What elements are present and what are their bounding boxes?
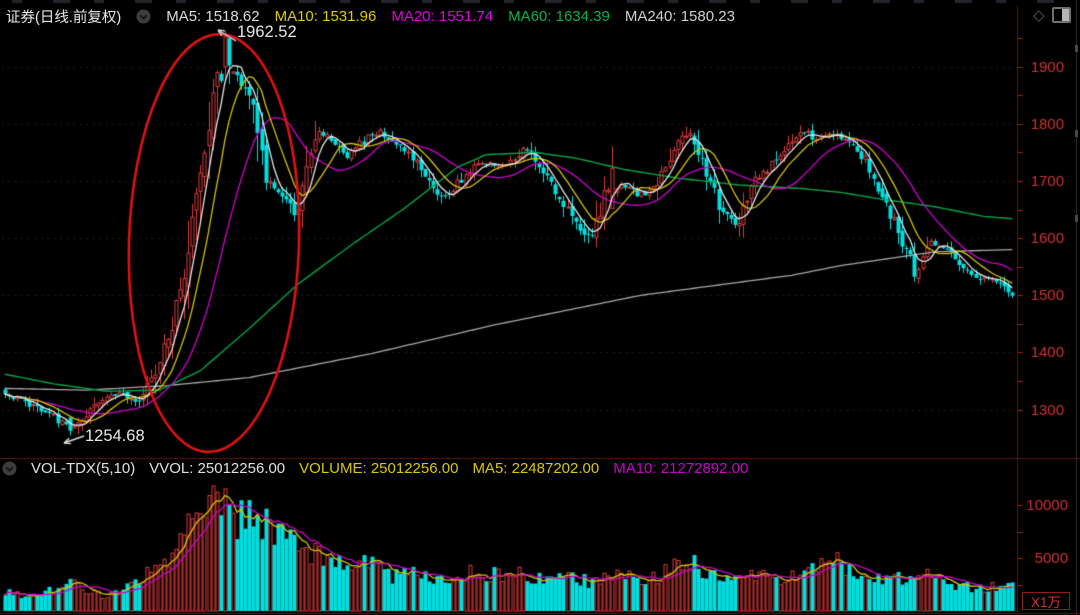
collapse-chevron-icon[interactable] — [136, 9, 151, 24]
ma60-value-label: MA60: 1634.39 — [508, 7, 610, 25]
panel-layout-icon[interactable] — [1051, 7, 1071, 23]
volume-pane-header: VOL-TDX(5,10) VVOL: 25012256.00 VOLUME: … — [2, 459, 748, 478]
volume-ma5-label: MA5: 22487202.00 — [472, 460, 600, 477]
high-price-annotation: 1962.52 — [237, 23, 297, 41]
volume-indicator-label: VOL-TDX(5,10) — [31, 460, 136, 477]
volume-collapse-chevron-icon[interactable] — [2, 461, 17, 476]
volume-unit-box: X1万 — [1022, 592, 1070, 610]
diamond-marker-icon[interactable]: ◇ — [1033, 6, 1045, 24]
ma10-value-label: MA10: 1531.96 — [274, 7, 377, 25]
ma240-value-label: MA240: 1580.23 — [624, 7, 735, 25]
scrollbar-notch — [1075, 215, 1078, 222]
scrollbar-notch — [1075, 45, 1078, 52]
instrument-title: 证券(日线.前复权) — [6, 9, 122, 26]
ma20-value-label: MA20: 1551.74 — [391, 7, 494, 25]
volume-value-label: VOLUME: 25012256.00 — [299, 460, 459, 477]
price-pane-header: 证券(日线.前复权) MA5: 1518.62 MA10: 1531.96 MA… — [6, 6, 735, 26]
volume-ma10-label: MA10: 21272892.00 — [613, 460, 749, 477]
vvol-value-label: VVOL: 25012256.00 — [149, 460, 286, 477]
scrollbar-notch — [1075, 130, 1078, 137]
low-price-annotation: 1254.68 — [85, 427, 145, 445]
ma5-value-label: MA5: 1518.62 — [166, 7, 260, 25]
right-edge-scrollbar[interactable] — [1076, 0, 1077, 615]
chart-toolbar: ◇ — [1033, 7, 1071, 23]
